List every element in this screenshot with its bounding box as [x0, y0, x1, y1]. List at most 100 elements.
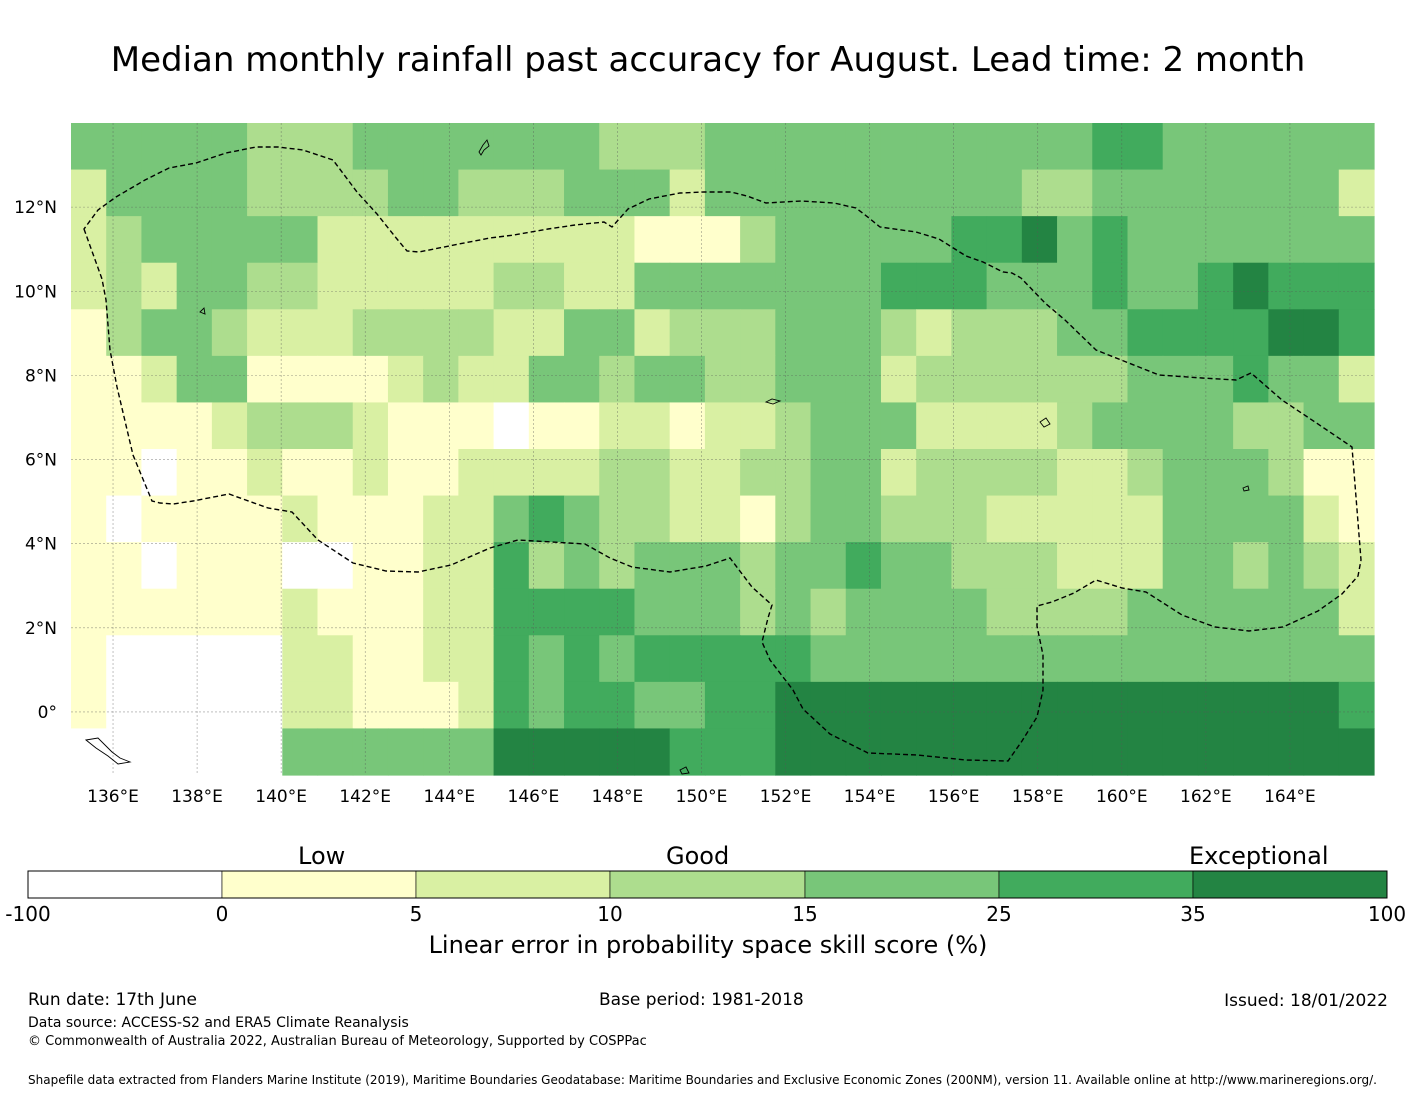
skill-cell [282, 588, 319, 636]
skill-cell [1127, 402, 1164, 450]
skill-cell [669, 262, 706, 310]
skill-cell [880, 681, 917, 730]
skill-cell [1233, 681, 1269, 730]
skill-cell [916, 588, 953, 636]
skill-cell [986, 402, 1023, 450]
skill-cell [282, 355, 319, 404]
skill-cell [669, 635, 706, 683]
skill-cell [634, 495, 671, 543]
skill-cell [810, 588, 847, 636]
island-outline [1039, 417, 1051, 428]
skill-cell [317, 355, 354, 404]
skill-cell [1162, 542, 1199, 590]
skill-cell [106, 169, 143, 217]
skill-cell [564, 635, 600, 683]
skill-cell [1127, 123, 1164, 171]
skill-cell [1197, 728, 1234, 776]
skill-cell [211, 635, 248, 683]
skill-cell [1233, 355, 1269, 404]
skill-cell [1303, 681, 1340, 730]
skill-cell [634, 355, 671, 404]
latitude-label: 12°N [14, 198, 57, 218]
skill-cell [387, 262, 424, 310]
latitude-label: 8°N [25, 366, 57, 386]
colorbar-segment [415, 870, 611, 899]
skill-cell [880, 588, 917, 636]
skill-cell [493, 728, 530, 776]
skill-cell [1338, 309, 1375, 357]
skill-cell [810, 635, 847, 683]
skill-cell [740, 635, 776, 683]
skill-cell [1057, 216, 1093, 264]
skill-cell [634, 216, 671, 264]
skill-cell [1233, 262, 1269, 310]
skill-cell [845, 588, 882, 636]
skill-cell [1338, 681, 1375, 730]
longitude-label: 152°E [760, 787, 812, 807]
skill-cell [423, 355, 459, 404]
skill-cell [916, 123, 953, 171]
skill-cell [1021, 402, 1058, 450]
skill-cell [282, 216, 319, 264]
skill-cell [106, 635, 143, 683]
skill-cell [916, 542, 953, 590]
skill-cell [1268, 635, 1305, 683]
skill-cell [71, 402, 107, 450]
skill-cell [106, 309, 143, 357]
skill-cell [1303, 495, 1340, 543]
skill-cell [1021, 355, 1058, 404]
skill-cell [528, 355, 565, 404]
skill-cell [669, 355, 706, 404]
skill-cell [1233, 542, 1269, 590]
skill-cell [1021, 588, 1058, 636]
skill-cell [247, 542, 283, 590]
skill-cell [528, 681, 565, 730]
skill-cell [634, 262, 671, 310]
skill-cell [564, 169, 600, 217]
skill-cell [528, 216, 565, 264]
skill-cell [352, 355, 389, 404]
skill-cell [740, 123, 776, 171]
skill-cell [1162, 216, 1199, 264]
skill-cell [493, 169, 530, 217]
skill-cell [986, 495, 1023, 543]
map-title: Median monthly rainfall past accuracy fo… [110, 40, 1306, 80]
skill-cell [634, 588, 671, 636]
skill-cell [247, 309, 283, 357]
latitude-tick-labels: 12°N 10°N 8°N 6°N 4°N 2°N 0° [14, 198, 57, 723]
skill-cell [845, 402, 882, 450]
skill-cell [1338, 169, 1375, 217]
colorbar-tick: 0 [215, 902, 229, 926]
longitude-label: 150°E [676, 787, 728, 807]
colorbar-tick: 15 [792, 902, 818, 926]
skill-cell [423, 216, 459, 264]
skill-cell [317, 262, 354, 310]
longitude-label: 146°E [508, 787, 560, 807]
skill-cell [387, 635, 424, 683]
skill-cell [986, 635, 1023, 683]
skill-cell [106, 542, 143, 590]
skill-cell [317, 449, 354, 497]
skill-cell [211, 402, 248, 450]
skill-cell [1303, 449, 1340, 497]
colorbar-segment [221, 870, 417, 899]
colorbar-segment [1192, 870, 1388, 899]
skill-cell [1127, 449, 1164, 497]
skill-cell [1268, 262, 1305, 310]
skill-cell [951, 681, 988, 730]
skill-cell [71, 123, 107, 171]
island-outline [764, 398, 782, 405]
skill-cell [986, 309, 1023, 357]
skill-cell [740, 402, 776, 450]
skill-cell [211, 123, 248, 171]
skill-cell [986, 123, 1023, 171]
skill-cell [423, 588, 459, 636]
skill-cell [176, 681, 213, 730]
skill-cell [352, 123, 389, 171]
skill-cell [564, 449, 600, 497]
skill-cell [493, 262, 530, 310]
skill-cell [1092, 449, 1129, 497]
skill-cell [282, 169, 319, 217]
skill-cell [704, 402, 741, 450]
skill-cell [704, 216, 741, 264]
